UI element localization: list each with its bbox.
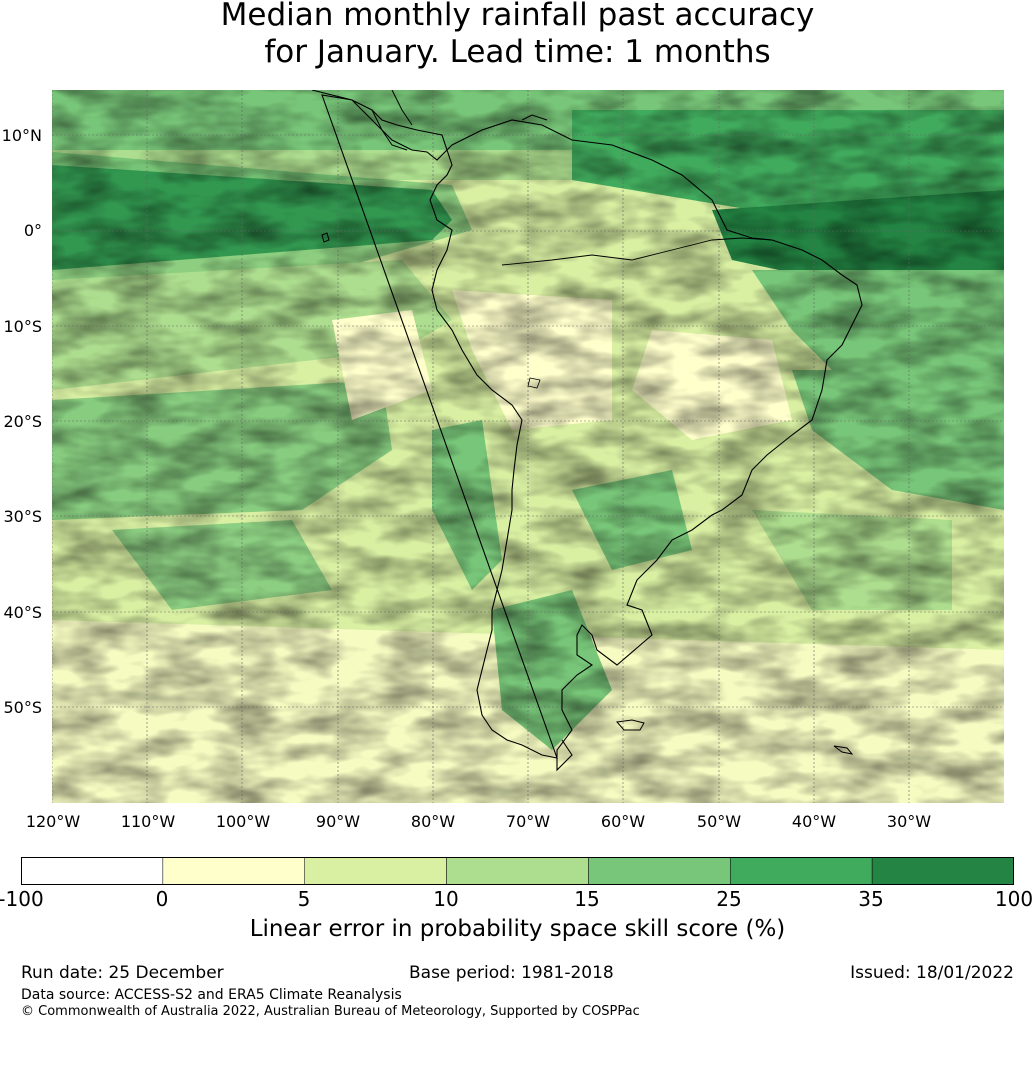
colorbar [21, 857, 1014, 885]
colorbar-segment [446, 857, 589, 885]
colorbar-segment [304, 857, 447, 885]
colorbar-tick: 0 [155, 887, 169, 911]
colorbar-segments [21, 857, 1014, 885]
falkland-islands [616, 719, 645, 731]
chart-title-line1: Median monthly rainfall past accuracy [220, 0, 815, 33]
chart-title-line2: for January. Lead time: 1 months [264, 34, 771, 70]
colorbar-segment [588, 857, 731, 885]
south-america-coastline [311, 90, 863, 772]
lat-label: 40°S [3, 603, 42, 622]
colorbar-tick: 10 [433, 887, 459, 911]
galapagos-islands [321, 232, 330, 243]
skill-score-map [52, 90, 1004, 803]
copyright: © Commonwealth of Australia 2022, Austra… [21, 1004, 640, 1019]
data-source: Data source: ACCESS-S2 and ERA5 Climate … [21, 987, 402, 1003]
south-georgia [833, 745, 854, 755]
colorbar-segment [871, 857, 1014, 885]
colorbar-tick: 5 [297, 887, 311, 911]
lon-label: 80°W [410, 812, 456, 831]
lon-label: 90°W [315, 812, 361, 831]
colorbar-tick: 25 [716, 887, 742, 911]
colorbar-tick: 100 [994, 887, 1034, 911]
lon-label: 60°W [600, 812, 646, 831]
lon-label: 70°W [505, 812, 551, 831]
lake-titicaca [527, 377, 541, 389]
colorbar-label: Linear error in probability space skill … [249, 916, 786, 942]
lon-label: 50°W [696, 812, 742, 831]
lat-label: 0° [23, 221, 42, 240]
lon-label: 100°W [215, 812, 271, 831]
lat-label: 30°S [3, 507, 42, 526]
lat-label: 50°S [3, 698, 42, 717]
colorbar-segment [162, 857, 305, 885]
lat-label: 10°S [3, 317, 42, 336]
colorbar-tick: 35 [858, 887, 884, 911]
lat-label: 20°S [3, 412, 42, 431]
colorbar-tick: 15 [574, 887, 600, 911]
base-period: Base period: 1981-2018 [409, 963, 614, 983]
amazon-river [501, 237, 773, 266]
lat-label: 10°N [1, 126, 42, 145]
lon-label: 40°W [791, 812, 837, 831]
colorbar-segment [21, 857, 164, 885]
issued-date: Issued: 18/01/2022 [850, 963, 1014, 983]
lon-label: 110°W [120, 812, 176, 831]
colorbar-segment [730, 857, 873, 885]
graticule [52, 90, 1004, 803]
lon-label: 120°W [25, 812, 81, 831]
colorbar-tick: -100 [0, 887, 44, 911]
run-date: Run date: 25 December [21, 963, 224, 983]
lon-label: 30°W [886, 812, 932, 831]
central-america-coast [371, 90, 548, 151]
